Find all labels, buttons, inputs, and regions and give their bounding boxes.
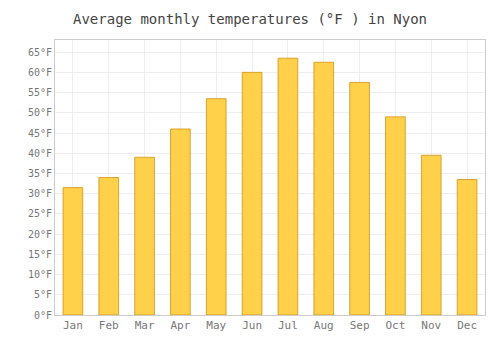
svg-text:Average monthly temperatures (: Average monthly temperatures (°F ) in Ny…	[73, 11, 427, 27]
svg-text:20°F: 20°F	[28, 229, 52, 240]
svg-text:Oct: Oct	[385, 319, 405, 332]
svg-text:Dec: Dec	[457, 319, 477, 332]
svg-text:50°F: 50°F	[28, 107, 52, 118]
svg-text:May: May	[206, 319, 226, 332]
svg-text:Mar: Mar	[135, 319, 155, 332]
svg-text:5°F: 5°F	[34, 289, 52, 300]
svg-text:45°F: 45°F	[28, 128, 52, 139]
svg-text:60°F: 60°F	[28, 67, 52, 78]
svg-text:Jan: Jan	[63, 319, 83, 332]
svg-text:Aug: Aug	[314, 319, 334, 332]
svg-text:15°F: 15°F	[28, 249, 52, 260]
svg-text:65°F: 65°F	[28, 47, 52, 58]
svg-text:Jun: Jun	[242, 319, 262, 332]
svg-text:35°F: 35°F	[28, 168, 52, 179]
svg-text:0°F: 0°F	[34, 310, 52, 321]
svg-text:Feb: Feb	[99, 319, 119, 332]
svg-text:55°F: 55°F	[28, 87, 52, 98]
svg-text:Nov: Nov	[421, 319, 441, 332]
svg-text:40°F: 40°F	[28, 148, 52, 159]
svg-text:30°F: 30°F	[28, 188, 52, 199]
svg-text:25°F: 25°F	[28, 208, 52, 219]
svg-text:Sep: Sep	[350, 319, 370, 332]
svg-text:10°F: 10°F	[28, 269, 52, 280]
svg-text:Jul: Jul	[278, 319, 298, 332]
svg-text:Apr: Apr	[170, 319, 190, 332]
